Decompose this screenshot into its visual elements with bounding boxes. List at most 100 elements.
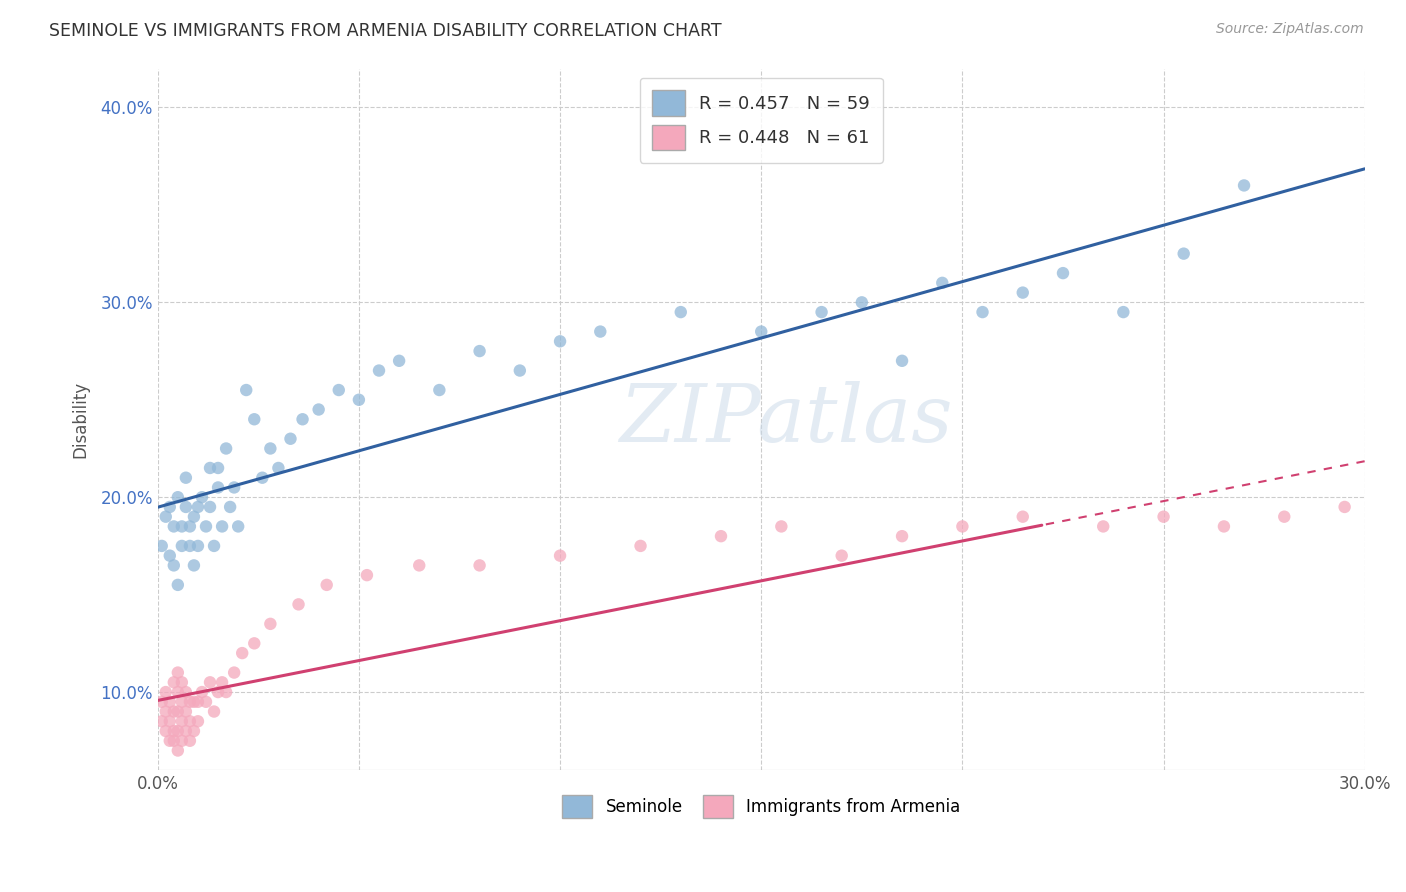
- Point: [170, 539, 193, 553]
- Point: [770, 519, 793, 533]
- Point: [174, 705, 197, 719]
- Point: [509, 363, 531, 377]
- Point: [749, 325, 772, 339]
- Point: [1393, 509, 1406, 524]
- Point: [183, 509, 205, 524]
- Point: [1052, 266, 1074, 280]
- Text: Source: ZipAtlas.com: Source: ZipAtlas.com: [1216, 22, 1364, 37]
- Point: [669, 305, 692, 319]
- Point: [931, 276, 953, 290]
- Point: [166, 743, 188, 757]
- Point: [170, 519, 193, 533]
- Point: [950, 519, 973, 533]
- Point: [179, 733, 201, 747]
- Point: [368, 363, 391, 377]
- Point: [219, 500, 242, 514]
- Point: [1153, 509, 1175, 524]
- Point: [207, 685, 229, 699]
- Point: [388, 353, 411, 368]
- Point: [408, 558, 430, 573]
- Point: [202, 539, 225, 553]
- Point: [159, 714, 181, 729]
- Point: [224, 665, 246, 680]
- Point: [243, 412, 266, 426]
- Point: [1233, 178, 1256, 193]
- Point: [211, 519, 233, 533]
- Point: [1011, 509, 1033, 524]
- Point: [163, 724, 186, 739]
- Point: [174, 685, 197, 699]
- Point: [179, 695, 201, 709]
- Point: [170, 714, 193, 729]
- Point: [187, 500, 209, 514]
- Point: [468, 558, 491, 573]
- Point: [179, 519, 201, 533]
- Point: [166, 724, 188, 739]
- Y-axis label: Disability: Disability: [72, 381, 89, 458]
- Point: [315, 578, 337, 592]
- Text: SEMINOLE VS IMMIGRANTS FROM ARMENIA DISABILITY CORRELATION CHART: SEMINOLE VS IMMIGRANTS FROM ARMENIA DISA…: [49, 22, 721, 40]
- Point: [170, 675, 193, 690]
- Point: [207, 480, 229, 494]
- Point: [183, 695, 205, 709]
- Point: [1272, 509, 1295, 524]
- Point: [215, 685, 238, 699]
- Point: [891, 353, 914, 368]
- Point: [198, 500, 221, 514]
- Point: [174, 471, 197, 485]
- Point: [267, 461, 290, 475]
- Point: [187, 539, 209, 553]
- Point: [207, 461, 229, 475]
- Point: [280, 432, 302, 446]
- Point: [187, 695, 209, 709]
- Point: [328, 383, 350, 397]
- Point: [150, 539, 173, 553]
- Point: [548, 549, 571, 563]
- Point: [155, 705, 177, 719]
- Point: [174, 724, 197, 739]
- Point: [170, 695, 193, 709]
- Point: [163, 675, 186, 690]
- Point: [195, 695, 218, 709]
- Point: [195, 519, 218, 533]
- Point: [150, 714, 173, 729]
- Point: [235, 383, 257, 397]
- Point: [1112, 305, 1135, 319]
- Point: [468, 344, 491, 359]
- Point: [347, 392, 370, 407]
- Point: [166, 685, 188, 699]
- Point: [224, 480, 246, 494]
- Point: [891, 529, 914, 543]
- Point: [191, 685, 214, 699]
- Point: [202, 705, 225, 719]
- Text: ZIPatlas: ZIPatlas: [619, 381, 952, 458]
- Point: [174, 500, 197, 514]
- Point: [252, 471, 274, 485]
- Point: [259, 442, 281, 456]
- Point: [166, 578, 188, 592]
- Point: [1011, 285, 1033, 300]
- Point: [179, 539, 201, 553]
- Point: [710, 529, 733, 543]
- Point: [163, 705, 186, 719]
- Point: [1333, 500, 1355, 514]
- Point: [159, 733, 181, 747]
- Point: [163, 733, 186, 747]
- Point: [291, 412, 314, 426]
- Point: [155, 509, 177, 524]
- Point: [187, 714, 209, 729]
- Point: [259, 616, 281, 631]
- Point: [1092, 519, 1115, 533]
- Point: [159, 549, 181, 563]
- Point: [159, 500, 181, 514]
- Point: [198, 675, 221, 690]
- Point: [972, 305, 994, 319]
- Point: [1213, 519, 1236, 533]
- Point: [179, 714, 201, 729]
- Point: [150, 695, 173, 709]
- Point: [226, 519, 249, 533]
- Point: [159, 695, 181, 709]
- Point: [215, 442, 238, 456]
- Point: [170, 733, 193, 747]
- Point: [427, 383, 450, 397]
